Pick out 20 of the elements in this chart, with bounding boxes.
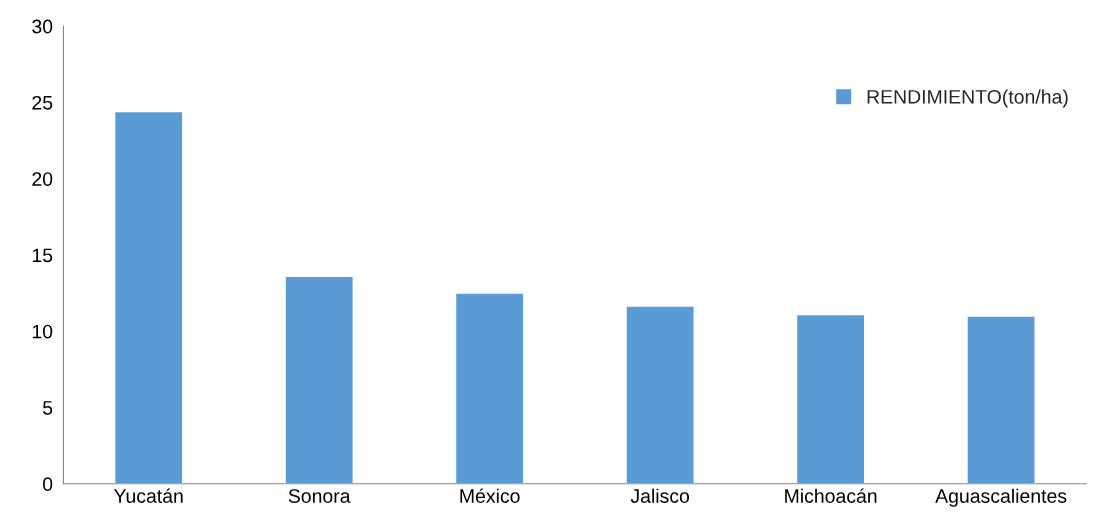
bar bbox=[625, 305, 695, 484]
bar bbox=[113, 110, 184, 484]
y-tick-label: 10 bbox=[32, 324, 53, 339]
y-tick-label: 25 bbox=[32, 95, 53, 110]
x-tick-label: Michoacán bbox=[785, 488, 877, 503]
x-tick-label: Aguascalientes bbox=[935, 488, 1067, 507]
x-tick-label: Yucatán bbox=[113, 488, 183, 503]
x-tick-label: Jalisco bbox=[630, 488, 690, 503]
x-tick-label: Sonora bbox=[288, 489, 351, 503]
y-tick-label: 20 bbox=[32, 172, 53, 186]
y-tick-label: 0 bbox=[42, 477, 53, 492]
bar bbox=[284, 275, 354, 484]
y-tick-label: 15 bbox=[32, 248, 53, 263]
x-tick-label: México bbox=[460, 488, 520, 503]
legend-label: RENDIMIENTO(ton/ha) bbox=[867, 89, 1068, 108]
bar bbox=[795, 313, 866, 484]
bar bbox=[454, 292, 525, 484]
y-tick-label: 5 bbox=[43, 401, 53, 415]
bar bbox=[966, 315, 1036, 484]
y-tick-label: 30 bbox=[32, 19, 53, 34]
